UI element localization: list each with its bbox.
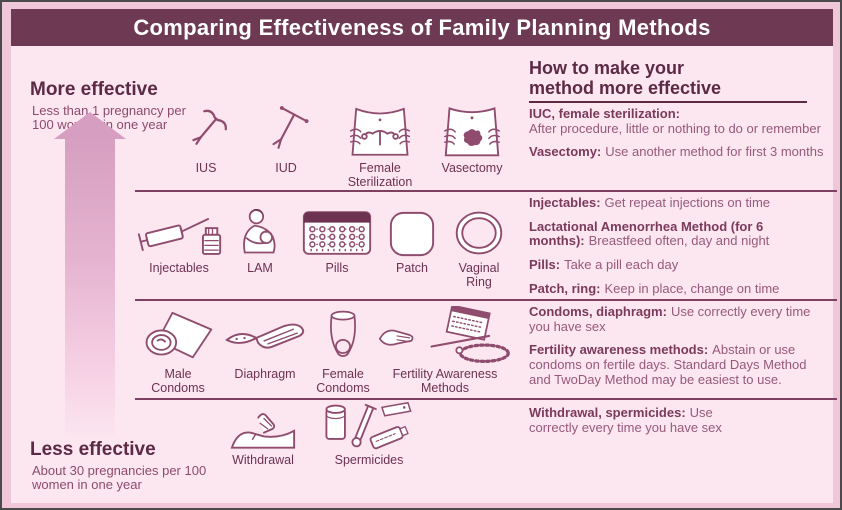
male-condoms-icon bbox=[141, 306, 215, 364]
less-effective-desc: About 30 pregnancies per 100 women in on… bbox=[32, 463, 207, 493]
method-iud: IUD bbox=[242, 102, 330, 175]
advice-method: Vasectomy: bbox=[529, 144, 602, 160]
method-label: Injectables bbox=[149, 261, 209, 275]
method-female-condoms: Female Condoms bbox=[306, 304, 380, 395]
more-effective-label: More effective bbox=[30, 79, 158, 100]
female-sterilization-icon bbox=[347, 100, 413, 158]
less-effective-label: Less effective bbox=[30, 439, 156, 460]
method-patch: Patch bbox=[376, 202, 448, 275]
advice-text: Get repeat injections on time bbox=[604, 195, 771, 210]
advice-method: Pills: bbox=[529, 257, 561, 273]
method-label: IUD bbox=[275, 161, 297, 175]
spermicides-icon bbox=[322, 400, 416, 450]
method-label: IUS bbox=[195, 161, 217, 175]
advice-method: IUC, female sterilization: bbox=[529, 106, 680, 121]
advice-text: Use another method for first 3 months bbox=[605, 144, 824, 160]
withdrawal-icon bbox=[230, 402, 296, 450]
method-label: Fertility Awareness Methods bbox=[392, 367, 498, 395]
method-diaphragm: Diaphragm bbox=[218, 306, 312, 381]
advice-item: Withdrawal, spermicides: Use correctly ev… bbox=[529, 405, 764, 435]
injectables-icon bbox=[134, 202, 224, 258]
method-injectables: Injectables bbox=[130, 202, 228, 275]
title-banner: Comparing Effectiveness of Family Planni… bbox=[11, 9, 833, 46]
advice-text: Abstain or use condoms on fertile days. … bbox=[529, 342, 807, 387]
method-label: Spermicides bbox=[334, 453, 404, 467]
advice-item: IUC, female sterilization: After procedur… bbox=[529, 106, 831, 136]
method-label: Diaphragm bbox=[234, 367, 296, 381]
advice-section-2: Injectables: Get repeat injections on tim… bbox=[529, 195, 829, 305]
method-label: Vasectomy bbox=[441, 161, 503, 175]
advice-text: Use correctly every time you have sex bbox=[529, 304, 811, 334]
lam-icon bbox=[234, 202, 286, 258]
method-label: LAM bbox=[247, 261, 273, 275]
up-arrow-icon bbox=[54, 112, 126, 139]
advice-item: Injectables: Get repeat injections on tim… bbox=[529, 195, 829, 211]
advice-text: Take a pill each day bbox=[564, 257, 679, 273]
advice-text: Breastfeed often, day and night bbox=[588, 233, 770, 249]
method-vaginal-ring: Vaginal Ring bbox=[447, 202, 511, 289]
advice-section-3: Condoms, diaphragm: Use correctly every t… bbox=[529, 304, 829, 396]
advice-item: Lactational Amenorrhea Method (for 6 mon… bbox=[529, 218, 829, 249]
row-divider bbox=[135, 398, 837, 400]
method-label: Withdrawal bbox=[232, 453, 294, 467]
effectiveness-arrow-shaft bbox=[65, 138, 115, 440]
row-divider bbox=[135, 299, 837, 301]
advice-text: Use correctly every time you have sex bbox=[529, 405, 722, 435]
advice-section-1: IUC, female sterilization: After procedur… bbox=[529, 106, 831, 169]
method-lam: LAM bbox=[224, 202, 296, 275]
advice-method: Patch, ring: bbox=[529, 280, 601, 296]
ius-icon bbox=[176, 102, 236, 158]
content-area: More effective Less than 1 pregnancy per… bbox=[11, 46, 837, 503]
advice-method: Lactational Amenorrhea Method (for 6 mon… bbox=[529, 218, 764, 249]
advice-method: Withdrawal, spermicides: bbox=[529, 405, 686, 420]
advice-item: Condoms, diaphragm: Use correctly every t… bbox=[529, 304, 829, 334]
advice-item: Patch, ring: Keep in place, change on tim… bbox=[529, 280, 829, 297]
method-fertility-awareness: Fertility Awareness Methods bbox=[374, 306, 516, 395]
method-label: Vaginal Ring bbox=[458, 261, 500, 289]
method-label: Male Condoms bbox=[151, 367, 205, 395]
method-label: Patch bbox=[396, 261, 428, 275]
vasectomy-icon bbox=[442, 100, 502, 158]
method-vasectomy: Vasectomy bbox=[426, 100, 518, 175]
pills-icon bbox=[301, 202, 373, 258]
right-panel-heading: How to make your method more effective bbox=[529, 58, 722, 99]
advice-method: Fertility awareness methods: bbox=[529, 342, 709, 358]
method-spermicides: Spermicides bbox=[318, 400, 420, 467]
row-divider bbox=[135, 190, 837, 192]
diaphragm-icon bbox=[223, 306, 307, 364]
fertility-awareness-icon bbox=[376, 306, 514, 364]
page-title: Comparing Effectiveness of Family Planni… bbox=[133, 14, 711, 40]
vaginal-ring-icon bbox=[453, 202, 505, 258]
method-withdrawal: Withdrawal bbox=[216, 402, 310, 467]
advice-text: Keep in place, change on time bbox=[604, 280, 780, 296]
advice-item: Fertility awareness methods: Abstain or u… bbox=[529, 342, 829, 387]
advice-method: Condoms, diaphragm: bbox=[529, 304, 667, 319]
method-ius: IUS bbox=[162, 102, 250, 175]
method-female-sterilization: Female Sterilization bbox=[334, 100, 426, 189]
advice-text: After procedure, little or nothing to do… bbox=[529, 120, 821, 136]
heading-underline bbox=[529, 101, 807, 103]
female-condoms-icon bbox=[321, 304, 365, 364]
advice-item: Vasectomy: Use another method for first 3… bbox=[529, 145, 831, 160]
advice-item: Pills: Take a pill each day bbox=[529, 257, 829, 273]
method-label: Pills bbox=[325, 261, 349, 275]
iud-icon bbox=[258, 102, 314, 158]
method-label: Female Sterilization bbox=[347, 161, 413, 189]
advice-method: Injectables: bbox=[529, 195, 601, 210]
method-male-condoms: Male Condoms bbox=[140, 306, 216, 395]
method-label: Female Condoms bbox=[316, 367, 370, 395]
patch-icon bbox=[387, 202, 437, 258]
advice-section-4: Withdrawal, spermicides: Use correctly ev… bbox=[529, 405, 764, 444]
method-pills: Pills bbox=[298, 202, 376, 275]
